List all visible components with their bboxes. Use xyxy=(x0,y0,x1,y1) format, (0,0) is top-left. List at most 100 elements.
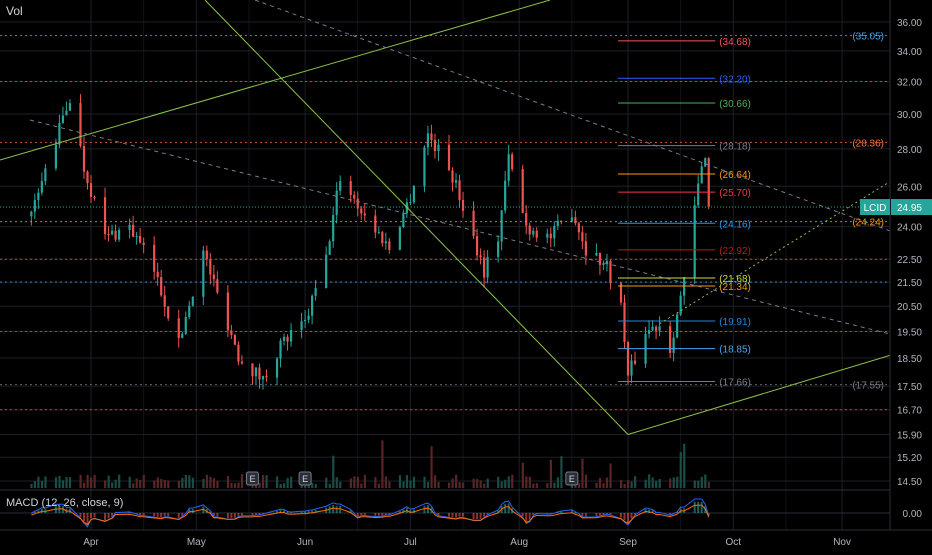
candle-body xyxy=(216,279,218,292)
candle-body xyxy=(595,253,597,256)
candle-body xyxy=(360,208,362,213)
candle-body xyxy=(627,342,629,375)
candle xyxy=(202,246,204,305)
volume-bar xyxy=(473,479,475,488)
macd-histogram-bar xyxy=(178,513,180,518)
macd-histogram-bar xyxy=(525,513,527,521)
price-tick-label: 15.90 xyxy=(897,430,922,441)
volume-bar xyxy=(423,477,425,488)
candle-body xyxy=(30,212,32,216)
candle-body xyxy=(86,172,88,184)
price-tick-label: 21.50 xyxy=(897,278,922,289)
candle-body xyxy=(111,231,113,235)
volume-bar xyxy=(652,477,654,488)
volume-bar xyxy=(350,478,352,488)
candle-body xyxy=(178,318,180,338)
macd-histogram-bar xyxy=(241,513,243,515)
volume-bar xyxy=(216,481,218,488)
candle-body xyxy=(388,241,390,249)
volume-bar xyxy=(581,459,583,488)
macd-histogram-bar xyxy=(360,513,362,515)
candle-body xyxy=(655,327,657,331)
candle-body xyxy=(676,315,678,338)
price-tick-label: 20.50 xyxy=(897,302,922,313)
volume-bar xyxy=(708,482,710,488)
volume-bar xyxy=(360,484,362,488)
time-tick-label: Jun xyxy=(297,537,313,548)
time-tick-label: Nov xyxy=(833,537,851,548)
time-axis-bg xyxy=(0,530,932,550)
candle-body xyxy=(455,180,457,182)
volume-bar xyxy=(178,481,180,488)
candle-body xyxy=(153,245,155,272)
candle-body xyxy=(107,234,109,235)
macd-histogram-bar xyxy=(522,513,524,517)
volume-bar xyxy=(529,477,531,488)
candle xyxy=(234,334,236,345)
price-tick-label: 22.50 xyxy=(897,255,922,266)
horizontal-line-label: (28.36) xyxy=(852,138,884,149)
volume-bar xyxy=(209,477,211,488)
volume-bar xyxy=(385,476,387,488)
volume-bar xyxy=(459,482,461,488)
candle xyxy=(623,295,625,349)
candle-body xyxy=(41,181,43,193)
candle-body xyxy=(402,213,404,227)
volume-bar xyxy=(480,480,482,488)
fib-label: (24.16) xyxy=(719,219,751,230)
candle-body xyxy=(479,255,481,257)
volume-bar xyxy=(118,475,120,488)
macd-label: MACD (12, 26, close, 9) xyxy=(6,497,123,509)
macd-histogram-bar xyxy=(332,505,334,513)
candle-body xyxy=(458,180,460,200)
macd-histogram-bar xyxy=(90,513,92,518)
candle-body xyxy=(265,376,267,378)
volume-bar xyxy=(402,482,404,488)
time-tick-label: May xyxy=(187,537,206,548)
volume-bar xyxy=(462,482,464,488)
candle-body xyxy=(37,193,39,200)
volume-bar xyxy=(230,483,232,488)
price-tick-label: 34.00 xyxy=(897,47,922,58)
volume-bar xyxy=(37,477,39,488)
candle-body xyxy=(658,326,660,330)
volume-bar xyxy=(339,482,341,488)
macd-histogram-bar xyxy=(697,502,699,513)
candle-body xyxy=(304,320,306,321)
macd-histogram-bar xyxy=(160,513,162,517)
candle-body xyxy=(353,195,355,199)
candle-body xyxy=(213,275,215,280)
last-price-label: 24.95 xyxy=(897,203,922,214)
volume-bar xyxy=(357,477,359,488)
volume-bar xyxy=(206,475,208,488)
fib-label: (32.20) xyxy=(719,74,751,85)
volume-bar xyxy=(115,480,117,488)
time-tick-label: Sep xyxy=(619,537,637,548)
volume-bar xyxy=(680,452,682,488)
macd-histogram-bar xyxy=(473,513,475,519)
fib-label: (19.91) xyxy=(719,317,751,328)
candle-body xyxy=(434,140,436,151)
volume-bar xyxy=(645,480,647,488)
candle-body xyxy=(550,234,552,239)
volume-bar xyxy=(427,482,429,488)
time-tick-label: Aug xyxy=(510,537,528,548)
volume-bar xyxy=(132,483,134,488)
volume-bar xyxy=(504,480,506,488)
volume-bar xyxy=(237,482,239,488)
time-tick-label: Jul xyxy=(404,537,417,548)
candle-body xyxy=(339,181,341,191)
candle-body xyxy=(286,337,288,342)
fib-label: (25.70) xyxy=(719,188,751,199)
macd-histogram-bar xyxy=(483,513,485,517)
candle xyxy=(511,152,513,171)
volume-bar xyxy=(381,440,383,488)
price-tick-label: 28.00 xyxy=(897,145,922,156)
volume-bar xyxy=(532,484,534,488)
time-tick-label: Apr xyxy=(83,537,99,548)
volume-bar xyxy=(329,484,331,488)
volume-label: Vol xyxy=(6,4,23,18)
